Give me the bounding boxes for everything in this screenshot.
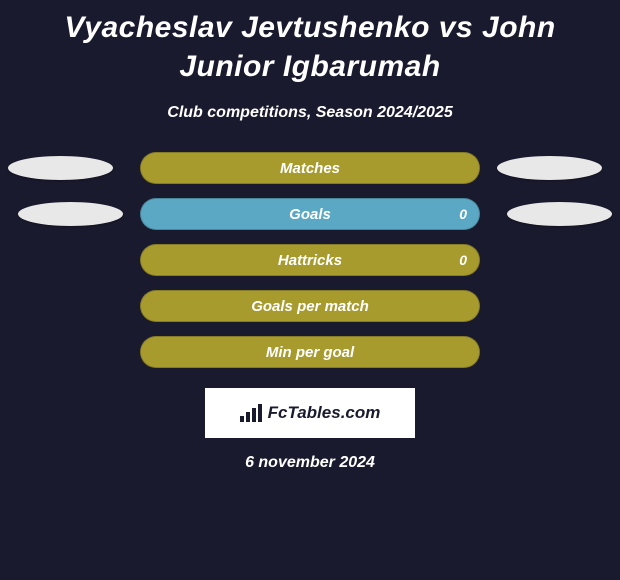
stat-row: Matches: [0, 152, 620, 184]
site-badge: FcTables.com: [205, 388, 415, 438]
stat-bar: Goals per match: [140, 290, 480, 322]
stat-bar: Goals 0: [140, 198, 480, 230]
right-pill: [497, 156, 602, 180]
root: Vyacheslav Jevtushenko vs John Junior Ig…: [0, 0, 620, 580]
stat-row: Min per goal: [0, 336, 620, 368]
right-pill: [507, 202, 612, 226]
chart-icon: [240, 404, 262, 422]
date-label: 6 november 2024: [245, 454, 375, 472]
stat-rows: Matches Goals 0 Hattricks 0 Goals per match Mi…: [0, 152, 620, 368]
page-title: Vyacheslav Jevtushenko vs John Junior Ig…: [0, 8, 620, 86]
left-pill: [18, 202, 123, 226]
stat-row: Hattricks 0: [0, 244, 620, 276]
subtitle: Club competitions, Season 2024/2025: [167, 104, 452, 122]
stat-label: Goals per match: [251, 298, 369, 315]
badge-text: FcTables.com: [268, 403, 381, 423]
stat-row: Goals per match: [0, 290, 620, 322]
stat-label: Goals: [289, 206, 331, 223]
stat-value: 0: [459, 206, 467, 222]
stat-value: 0: [459, 252, 467, 268]
stat-bar: Hattricks 0: [140, 244, 480, 276]
stat-label: Matches: [280, 160, 340, 177]
stat-row: Goals 0: [0, 198, 620, 230]
stat-bar: Min per goal: [140, 336, 480, 368]
stat-bar: Matches: [140, 152, 480, 184]
stat-label: Hattricks: [278, 252, 342, 269]
stat-label: Min per goal: [266, 344, 354, 361]
left-pill: [8, 156, 113, 180]
